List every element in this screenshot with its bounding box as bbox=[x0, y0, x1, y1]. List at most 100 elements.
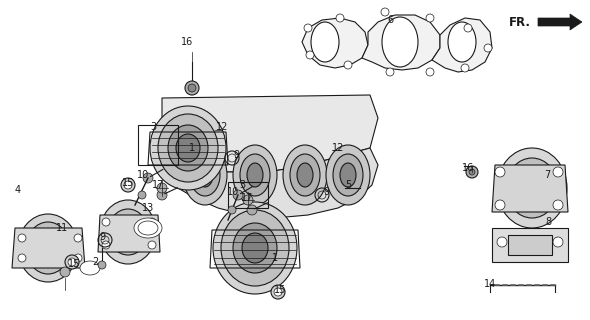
Text: 12: 12 bbox=[332, 143, 344, 153]
Text: 1: 1 bbox=[272, 253, 278, 263]
Ellipse shape bbox=[138, 221, 158, 235]
Ellipse shape bbox=[18, 214, 78, 282]
Circle shape bbox=[274, 288, 282, 296]
Circle shape bbox=[157, 183, 167, 193]
Circle shape bbox=[157, 190, 167, 200]
Circle shape bbox=[464, 24, 472, 32]
Ellipse shape bbox=[283, 145, 327, 205]
Circle shape bbox=[138, 191, 146, 199]
Circle shape bbox=[185, 81, 199, 95]
Circle shape bbox=[386, 68, 394, 76]
Text: 4: 4 bbox=[15, 185, 21, 195]
Polygon shape bbox=[492, 165, 568, 212]
Ellipse shape bbox=[100, 200, 156, 264]
Circle shape bbox=[495, 167, 505, 177]
Polygon shape bbox=[302, 18, 368, 68]
Ellipse shape bbox=[448, 22, 476, 62]
Text: 16: 16 bbox=[462, 163, 474, 173]
Circle shape bbox=[426, 14, 434, 22]
Text: 15: 15 bbox=[122, 178, 134, 188]
Circle shape bbox=[18, 234, 26, 242]
Polygon shape bbox=[162, 138, 378, 218]
Ellipse shape bbox=[34, 232, 62, 264]
Ellipse shape bbox=[122, 225, 134, 239]
Text: 7: 7 bbox=[544, 170, 550, 180]
Ellipse shape bbox=[311, 22, 339, 62]
Circle shape bbox=[469, 169, 475, 175]
Ellipse shape bbox=[233, 145, 277, 205]
Circle shape bbox=[98, 261, 106, 269]
Circle shape bbox=[381, 8, 389, 16]
Circle shape bbox=[243, 195, 253, 205]
Ellipse shape bbox=[240, 154, 270, 196]
Circle shape bbox=[102, 241, 110, 249]
Ellipse shape bbox=[150, 106, 226, 190]
Text: 9: 9 bbox=[233, 150, 239, 160]
Polygon shape bbox=[162, 95, 378, 172]
Polygon shape bbox=[538, 14, 582, 30]
Polygon shape bbox=[362, 15, 440, 70]
Circle shape bbox=[304, 24, 312, 32]
Polygon shape bbox=[508, 235, 552, 255]
Text: 16: 16 bbox=[181, 37, 193, 47]
Ellipse shape bbox=[134, 218, 162, 238]
Circle shape bbox=[466, 166, 478, 178]
Ellipse shape bbox=[158, 114, 218, 182]
Circle shape bbox=[553, 200, 563, 210]
Polygon shape bbox=[492, 228, 568, 262]
Text: 8: 8 bbox=[545, 217, 551, 227]
Circle shape bbox=[484, 44, 492, 52]
Circle shape bbox=[18, 254, 26, 262]
Ellipse shape bbox=[80, 261, 100, 275]
Circle shape bbox=[495, 200, 505, 210]
Ellipse shape bbox=[290, 154, 320, 196]
Circle shape bbox=[148, 241, 156, 249]
Ellipse shape bbox=[213, 202, 297, 294]
Text: 11: 11 bbox=[56, 223, 68, 233]
Ellipse shape bbox=[176, 134, 200, 162]
Text: 15: 15 bbox=[68, 259, 80, 269]
Ellipse shape bbox=[197, 163, 213, 187]
Text: 2: 2 bbox=[92, 257, 98, 267]
Text: 17: 17 bbox=[241, 193, 253, 203]
Ellipse shape bbox=[26, 222, 70, 274]
Circle shape bbox=[74, 254, 82, 262]
Polygon shape bbox=[12, 228, 85, 268]
Ellipse shape bbox=[524, 178, 540, 198]
Ellipse shape bbox=[340, 163, 356, 187]
Circle shape bbox=[497, 237, 507, 247]
Ellipse shape bbox=[183, 145, 227, 205]
Ellipse shape bbox=[382, 17, 418, 67]
Circle shape bbox=[426, 68, 434, 76]
Ellipse shape bbox=[506, 158, 558, 218]
Ellipse shape bbox=[517, 170, 547, 206]
Text: 9: 9 bbox=[99, 232, 105, 242]
Text: 15: 15 bbox=[274, 285, 286, 295]
Circle shape bbox=[74, 234, 82, 242]
Text: 13: 13 bbox=[142, 203, 154, 213]
Circle shape bbox=[553, 167, 563, 177]
Text: 9: 9 bbox=[323, 187, 329, 197]
Polygon shape bbox=[98, 215, 160, 252]
Ellipse shape bbox=[297, 163, 313, 187]
Text: 17: 17 bbox=[152, 180, 164, 190]
Circle shape bbox=[60, 267, 70, 277]
Text: 6: 6 bbox=[387, 15, 393, 25]
Circle shape bbox=[228, 206, 236, 214]
Ellipse shape bbox=[326, 145, 370, 205]
Circle shape bbox=[143, 173, 153, 183]
Circle shape bbox=[247, 205, 257, 215]
Text: FR.: FR. bbox=[509, 15, 531, 28]
Ellipse shape bbox=[117, 219, 139, 245]
Circle shape bbox=[188, 84, 196, 92]
Ellipse shape bbox=[221, 210, 289, 286]
Text: 1: 1 bbox=[189, 143, 195, 153]
Ellipse shape bbox=[247, 163, 263, 187]
Ellipse shape bbox=[333, 154, 363, 196]
Text: 3: 3 bbox=[239, 180, 245, 190]
Circle shape bbox=[124, 181, 132, 189]
Circle shape bbox=[233, 190, 243, 200]
Circle shape bbox=[336, 14, 344, 22]
Ellipse shape bbox=[233, 223, 277, 273]
Text: 3: 3 bbox=[150, 122, 156, 132]
